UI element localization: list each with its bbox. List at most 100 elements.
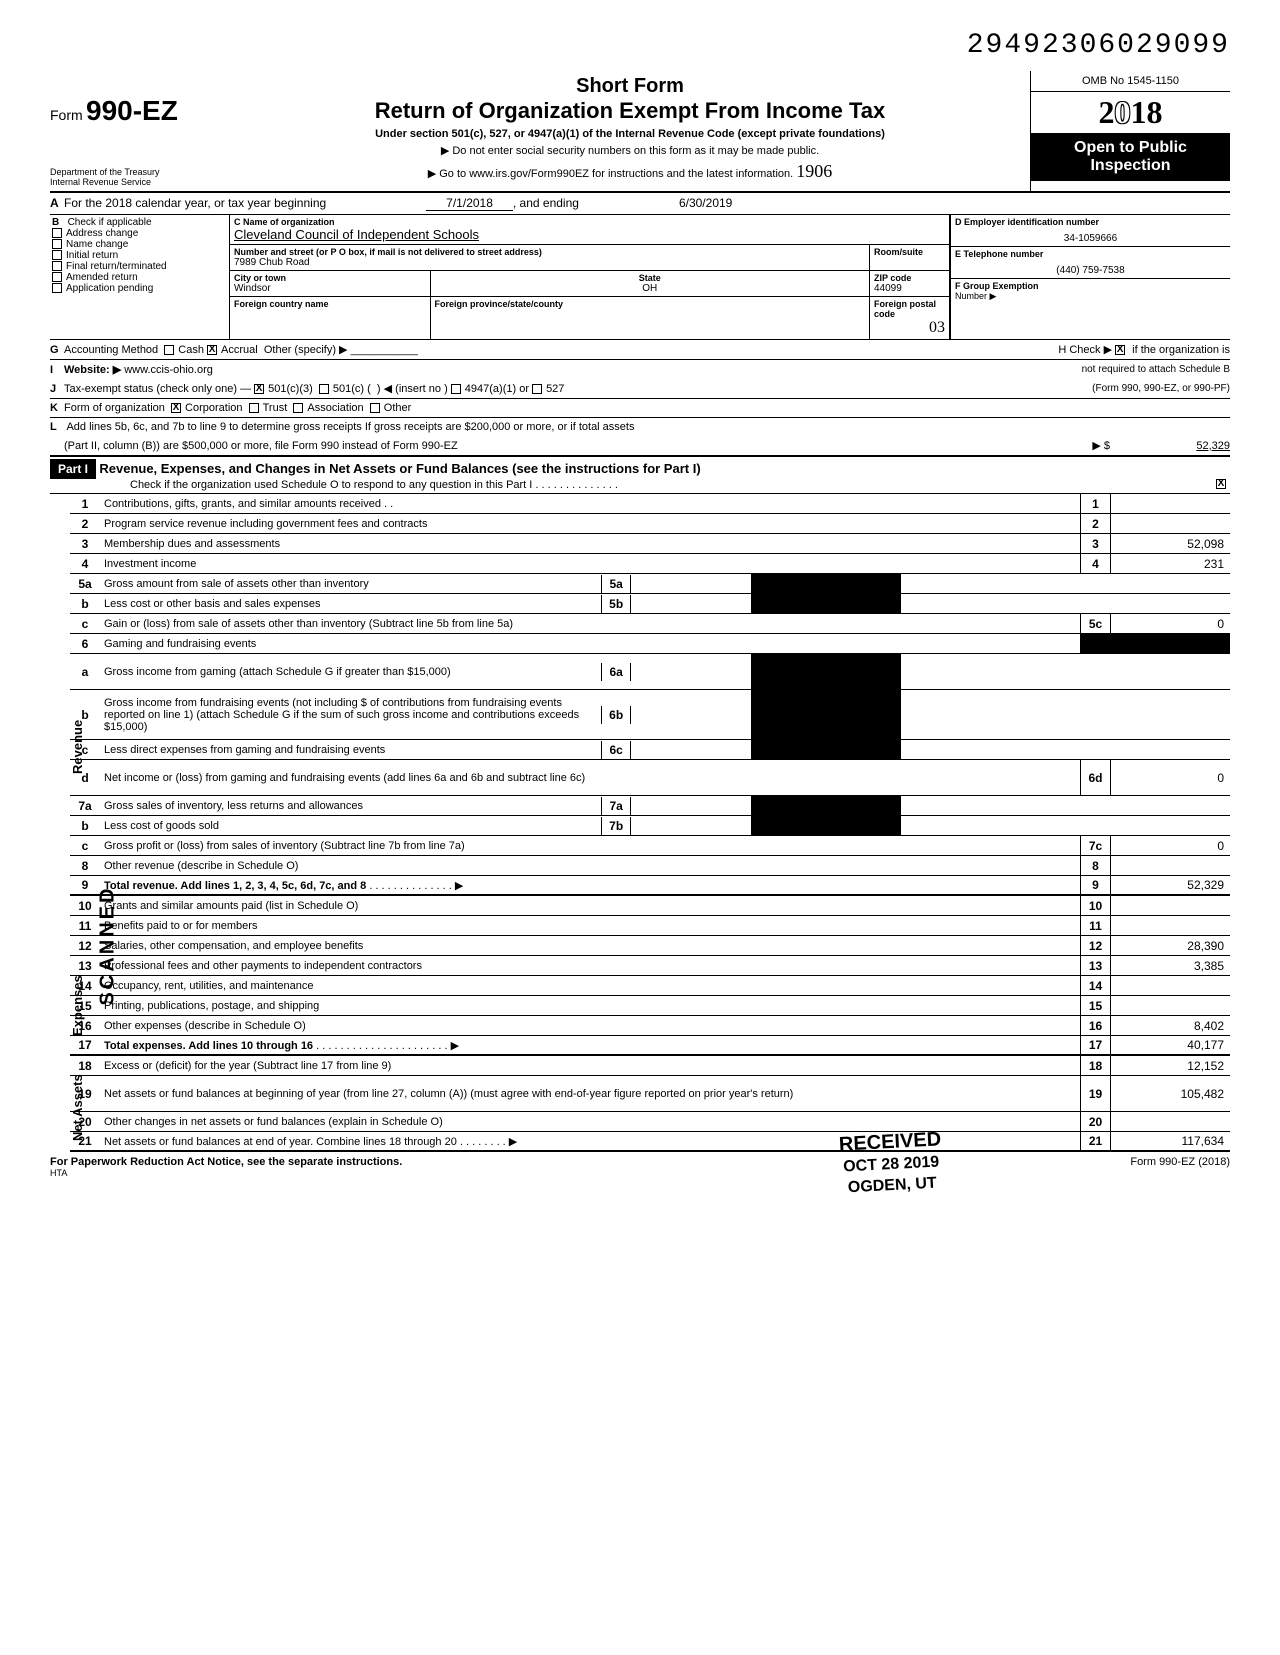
check-if-applicable: Check if applicable <box>68 217 152 228</box>
zip-label: ZIP code <box>874 273 945 283</box>
scanned-stamp: SCANNED <box>92 878 123 1014</box>
line-i: I Website: ▶ www.ccis-ohio.org not requi… <box>50 360 1230 379</box>
line-4: 4Investment income4231 <box>70 554 1230 574</box>
line-j: J Tax-exempt status (check only one) — 5… <box>50 379 1230 399</box>
omb-number: OMB No 1545-1150 <box>1031 71 1230 92</box>
footer-left: For Paperwork Reduction Act Notice, see … <box>50 1156 402 1168</box>
chk-other-org[interactable] <box>370 403 380 413</box>
line-g-h: G Accounting Method Cash Accrual Other (… <box>50 340 1230 360</box>
d-label: D Employer identification number <box>955 217 1226 227</box>
foreign-country-label: Foreign country name <box>234 299 426 309</box>
room-label: Room/suite <box>874 247 945 257</box>
line-l: L Add lines 5b, 6c, and 7b to line 9 to … <box>50 418 1230 436</box>
form-prefix: Form <box>50 107 83 123</box>
city: Windsor <box>234 283 426 294</box>
chk-name-change[interactable]: Name change <box>52 239 227 250</box>
line-7a: 7aGross sales of inventory, less returns… <box>70 796 1230 816</box>
netassets-label: Net Assets <box>70 1074 85 1141</box>
org-name: Cleveland Council of Independent Schools <box>234 227 945 242</box>
col-def: D Employer identification number 34-1059… <box>950 215 1230 339</box>
form-number: 990-EZ <box>86 95 178 126</box>
state-label: State <box>435 273 866 283</box>
city-label: City or town <box>234 273 426 283</box>
tax-year: 2018 <box>1031 92 1230 133</box>
line-l-2: (Part II, column (B)) are $500,000 or mo… <box>50 436 1230 457</box>
chk-501c[interactable] <box>319 384 329 394</box>
netassets-section: Net Assets 18Excess or (deficit) for the… <box>50 1056 1230 1152</box>
i-label: I <box>50 364 64 376</box>
k-label: K <box>50 402 64 414</box>
line-h-cont: not required to attach Schedule B <box>1082 364 1230 375</box>
col-c: C Name of organization Cleveland Council… <box>230 215 950 339</box>
line-13: 13Professional fees and other payments t… <box>70 956 1230 976</box>
chk-accrual[interactable] <box>207 345 217 355</box>
chk-initial-return[interactable]: Initial return <box>52 250 227 261</box>
e-label: E Telephone number <box>955 249 1226 259</box>
form-header: Form 990-EZ Department of the Treasury I… <box>50 71 1230 193</box>
l-text1: Add lines 5b, 6c, and 7b to line 9 to de… <box>66 421 634 433</box>
department: Department of the Treasury <box>50 167 230 177</box>
chk-corporation[interactable] <box>171 403 181 413</box>
chk-association[interactable] <box>293 403 303 413</box>
chk-address-change[interactable]: Address change <box>52 228 227 239</box>
chk-trust[interactable] <box>249 403 259 413</box>
dln-number: 29492306029099 <box>50 30 1230 61</box>
open-to-public: Open to Public Inspection <box>1031 133 1230 181</box>
line-17: 17Total expenses. Add lines 10 through 1… <box>70 1036 1230 1056</box>
received-stamp: RECEIVED OCT 28 2019 OGDEN, UT <box>830 1122 952 1204</box>
addr-label: Number and street (or P O box, if mail i… <box>234 247 865 257</box>
chk-527[interactable] <box>532 384 542 394</box>
line-1: 1Contributions, gifts, grants, and simil… <box>70 494 1230 514</box>
line-a-text: For the 2018 calendar year, or tax year … <box>64 196 326 211</box>
line-k: K Form of organization Corporation Trust… <box>50 399 1230 418</box>
chk-h[interactable] <box>1115 345 1125 355</box>
goto-text: ▶ Go to www.irs.gov/Form990EZ for instru… <box>238 161 1022 182</box>
warning-text: ▶ Do not enter social security numbers o… <box>238 144 1022 157</box>
phone: (440) 759-7538 <box>955 259 1226 276</box>
l-arrow: ▶ $ <box>1092 439 1110 452</box>
chk-final-return[interactable]: Final return/terminated <box>52 261 227 272</box>
tax-year-end: 6/30/2019 <box>679 196 732 211</box>
chk-pending[interactable]: Application pending <box>52 283 227 294</box>
and-ending: , and ending <box>513 196 579 211</box>
gross-receipts: 52,329 <box>1110 440 1230 452</box>
line-7c: cGross profit or (loss) from sales of in… <box>70 836 1230 856</box>
f-label: F Group Exemption <box>955 281 1226 291</box>
subtitle: Under section 501(c), 527, or 4947(a)(1)… <box>238 128 1022 140</box>
line-10: 10Grants and similar amounts paid (list … <box>70 896 1230 916</box>
line-3: 3Membership dues and assessments352,098 <box>70 534 1230 554</box>
street-address: 7989 Chub Road <box>234 257 865 268</box>
chk-amended[interactable]: Amended return <box>52 272 227 283</box>
zip: 44099 <box>874 283 945 294</box>
section-bcdef: B Check if applicable Address change Nam… <box>50 215 1230 340</box>
revenue-section: Revenue 1Contributions, gifts, grants, a… <box>50 494 1230 896</box>
line-5a: 5aGross amount from sale of assets other… <box>70 574 1230 594</box>
line-11: 11Benefits paid to or for members11 <box>70 916 1230 936</box>
goto: Go to www.irs.gov/Form990EZ for instruct… <box>439 168 793 180</box>
return-title: Return of Organization Exempt From Incom… <box>238 98 1022 124</box>
line-18: 18Excess or (deficit) for the year (Subt… <box>70 1056 1230 1076</box>
footer-right: Form 990-EZ (2018) <box>1130 1156 1230 1178</box>
header-center: Short Form Return of Organization Exempt… <box>230 71 1030 191</box>
line-16: 16Other expenses (describe in Schedule O… <box>70 1016 1230 1036</box>
footer: For Paperwork Reduction Act Notice, see … <box>50 1152 1230 1178</box>
chk-501c3[interactable] <box>254 384 264 394</box>
chk-4947[interactable] <box>451 384 461 394</box>
part1-check: Check if the organization used Schedule … <box>130 479 532 491</box>
tax-year-begin: 7/1/2018 <box>426 196 513 211</box>
open-public-2: Inspection <box>1037 157 1224 175</box>
website: www.ccis-ohio.org <box>124 364 213 376</box>
ein: 34-1059666 <box>955 227 1226 244</box>
line-14: 14Occupancy, rent, utilities, and mainte… <box>70 976 1230 996</box>
part1-header: Part I Revenue, Expenses, and Changes in… <box>50 457 1230 494</box>
foreign-province-label: Foreign province/state/county <box>435 299 866 309</box>
line-a-label: A <box>50 196 64 211</box>
open-public-1: Open to Public <box>1037 139 1224 157</box>
form-page: 29492306029099 Form 990-EZ Department of… <box>50 30 1230 1178</box>
line-7b: bLess cost of goods sold7b <box>70 816 1230 836</box>
line-5b: bLess cost or other basis and sales expe… <box>70 594 1230 614</box>
expenses-section: Expenses 10Grants and similar amounts pa… <box>50 896 1230 1056</box>
chk-schedule-o[interactable] <box>1216 479 1226 489</box>
chk-cash[interactable] <box>164 345 174 355</box>
f-number: Number ▶ <box>955 291 1226 302</box>
